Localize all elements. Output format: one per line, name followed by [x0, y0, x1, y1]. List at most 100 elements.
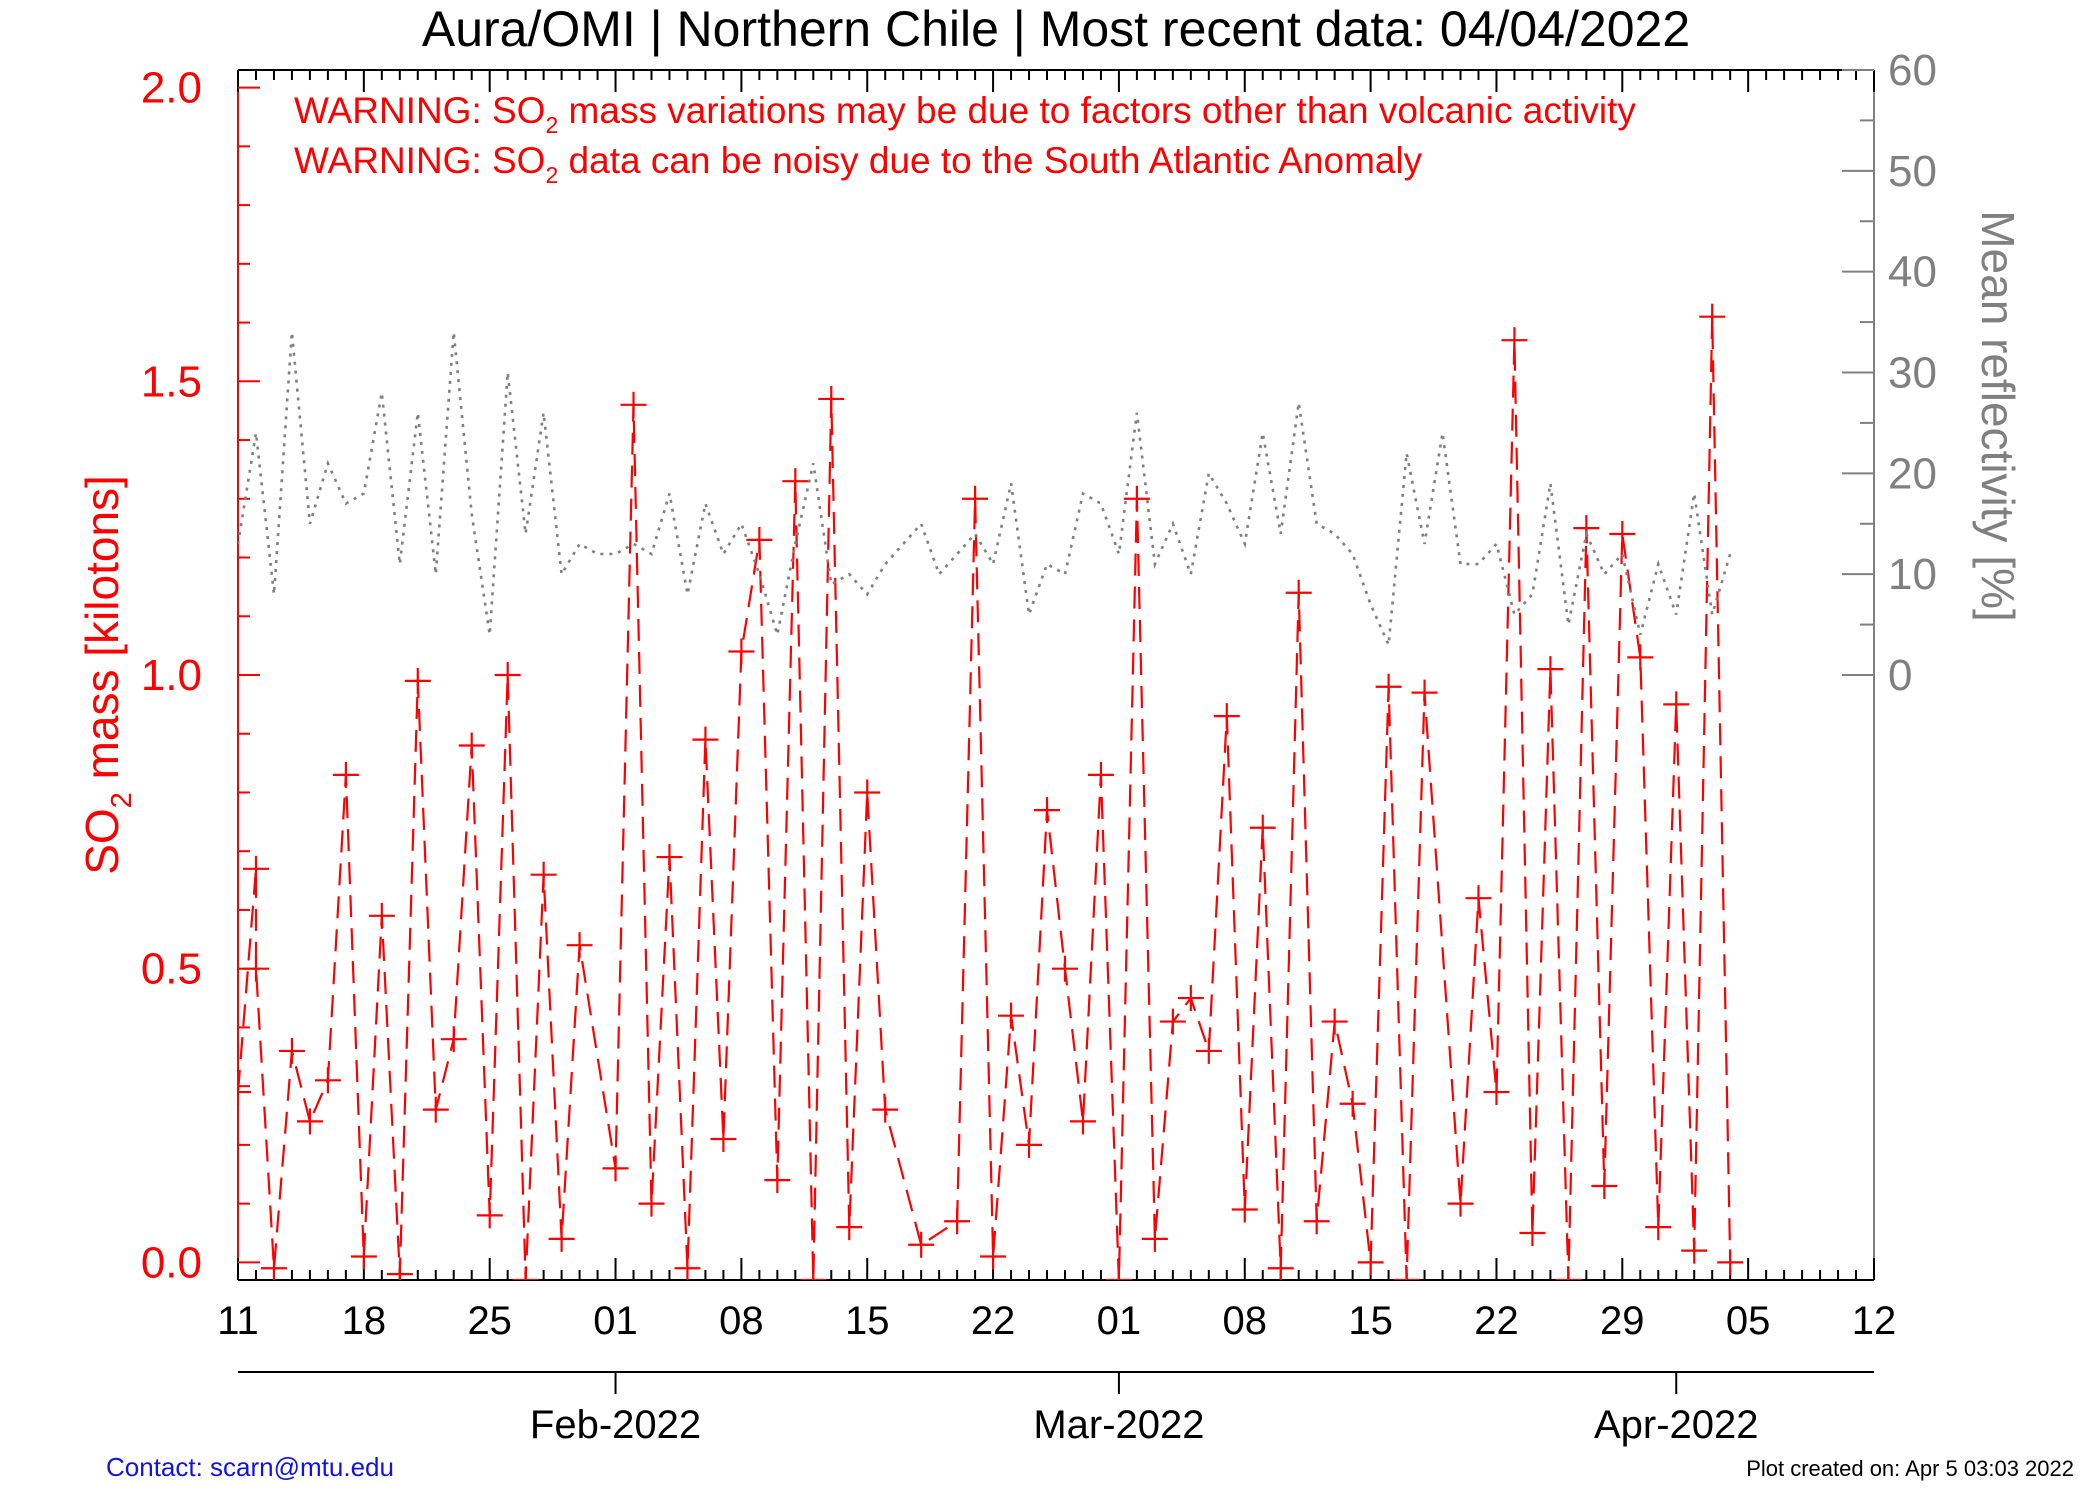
so2-point-marker	[260, 1255, 287, 1280]
so2-point-marker	[1339, 1090, 1366, 1117]
so2-point-marker	[1627, 644, 1654, 671]
so2-point-marker	[620, 391, 647, 418]
so2-point-marker	[818, 385, 845, 412]
so2-point-marker	[1699, 303, 1726, 330]
so2-point-marker	[332, 761, 359, 788]
warning-text: WARNING: SO2 mass variations may be due …	[294, 90, 1636, 138]
so2-point-marker	[1411, 679, 1438, 706]
so2-point-marker	[1195, 1037, 1222, 1064]
x-tick-label: 01	[1097, 1299, 1142, 1343]
so2-point-marker	[998, 1002, 1025, 1029]
x-tick-label: 08	[1223, 1299, 1268, 1343]
so2-point-marker	[854, 779, 881, 806]
so2-point-marker	[764, 1167, 791, 1194]
so2-point-marker	[836, 1214, 863, 1241]
x-tick-label: 15	[845, 1299, 890, 1343]
so2-point-marker	[656, 844, 683, 871]
so2-point-marker	[674, 1255, 701, 1280]
so2-point-marker	[548, 1225, 575, 1252]
so2-point-marker	[638, 1190, 665, 1217]
so2-point-marker	[746, 526, 773, 553]
so2-point-marker	[1465, 885, 1492, 912]
so2-point-marker	[242, 855, 269, 882]
so2-point-marker	[1645, 1214, 1672, 1241]
so2-series-line	[238, 316, 1732, 1280]
so2-point-marker	[944, 1208, 971, 1235]
series-layer	[238, 303, 1744, 1280]
so2-point-marker	[1609, 521, 1636, 548]
x-tick-label: 11	[217, 1299, 259, 1343]
so2-point-marker	[296, 1108, 323, 1135]
so2-point-marker	[1213, 703, 1240, 730]
right-y-tick-label: 60	[1888, 46, 1937, 95]
right-y-tick-label: 20	[1888, 449, 1937, 498]
warning-text: WARNING: SO2 data can be noisy due to th…	[294, 140, 1423, 188]
right-y-tick-label: 10	[1888, 550, 1937, 599]
so2-point-marker	[908, 1231, 935, 1258]
so2-point-marker	[980, 1243, 1007, 1270]
month-label: Apr-2022	[1594, 1403, 1759, 1447]
so2-point-marker	[1483, 1079, 1510, 1106]
x-tick-label: 05	[1726, 1299, 1771, 1343]
so2-point-marker	[1016, 1131, 1043, 1158]
so2-point-marker	[1285, 579, 1312, 606]
left-y-tick-label: 0.0	[141, 1238, 202, 1287]
reflectivity-series-line	[238, 332, 1732, 650]
right-y-tick-label: 40	[1888, 248, 1937, 297]
so2-point-marker	[1393, 1267, 1420, 1280]
so2-point-marker	[422, 1096, 449, 1123]
so2-point-marker	[1717, 1249, 1744, 1276]
x-tick-label: 22	[971, 1299, 1016, 1343]
so2-point-marker	[1159, 1008, 1186, 1035]
so2-point-marker	[1123, 485, 1150, 512]
so2-point-marker	[404, 667, 431, 694]
so2-point-marker	[238, 1079, 251, 1106]
text-layer: 11 18 25 01 08 15 22 01 08 15 22 29 05 12 Feb-2022 Mar-…	[76, 1, 2024, 1447]
so2-point-marker	[1141, 1225, 1168, 1252]
so2-point-marker	[800, 1267, 827, 1280]
so2-point-marker	[872, 1096, 899, 1123]
so2-point-marker	[1051, 955, 1078, 982]
so2-point-marker	[782, 468, 809, 495]
so2-point-marker	[458, 732, 485, 759]
so2-point-marker	[1681, 1237, 1708, 1264]
so2-point-marker	[1177, 985, 1204, 1012]
right-y-tick-label: 30	[1888, 349, 1937, 398]
so2-point-marker	[1501, 327, 1528, 354]
so2-point-marker	[710, 1126, 737, 1153]
month-label: Feb-2022	[530, 1403, 701, 1447]
so2-point-marker	[1249, 814, 1276, 841]
so2-point-marker	[1537, 656, 1564, 683]
chart-title: Aura/OMI | Northern Chile | Most recent …	[422, 1, 1690, 57]
x-tick-label: 01	[593, 1299, 638, 1343]
so2-point-marker	[1447, 1190, 1474, 1217]
so2-point-marker	[314, 1067, 341, 1094]
so2-point-marker	[1267, 1255, 1294, 1280]
x-tick-label: 08	[719, 1299, 764, 1343]
so2-point-marker	[1519, 1220, 1546, 1247]
so2-point-marker	[602, 1155, 629, 1182]
x-tick-label: 25	[467, 1299, 512, 1343]
so2-point-marker	[1069, 1108, 1096, 1135]
x-tick-label: 15	[1348, 1299, 1393, 1343]
so2-point-marker	[1357, 1249, 1384, 1276]
so2-point-marker	[350, 1243, 377, 1270]
so2-point-marker	[692, 726, 719, 753]
right-y-axis-label: Mean reflectivity [%]	[1972, 210, 2024, 622]
x-tick-label: 29	[1600, 1299, 1645, 1343]
left-y-tick-label: 2.0	[141, 64, 202, 113]
so2-point-marker	[962, 485, 989, 512]
contact-text[interactable]: Contact: scarn@mtu.edu	[106, 1452, 394, 1482]
so2-point-marker	[1573, 515, 1600, 542]
right-y-tick-label: 0	[1888, 651, 1912, 700]
so2-point-marker	[1105, 1267, 1132, 1280]
so2-point-marker	[1087, 761, 1114, 788]
left-y-tick-label: 0.5	[141, 945, 202, 994]
x-tick-label: 18	[342, 1299, 387, 1343]
so2-point-marker	[494, 662, 521, 688]
so2-point-marker	[566, 932, 593, 959]
so2-point-marker	[530, 861, 557, 888]
so2-point-marker	[1034, 797, 1061, 824]
so2-point-marker	[1375, 673, 1402, 700]
so2-point-marker	[728, 638, 755, 665]
